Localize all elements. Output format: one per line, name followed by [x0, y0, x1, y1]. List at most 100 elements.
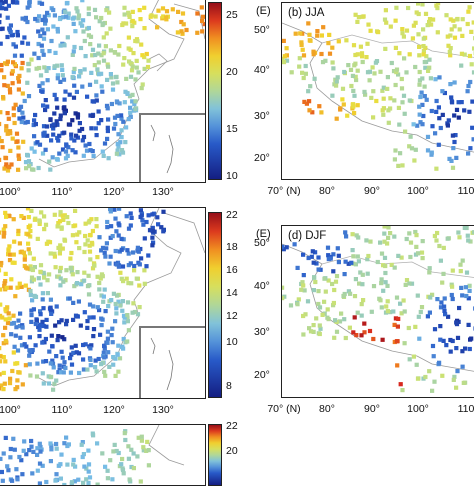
station-marker: [420, 251, 424, 255]
station-marker: [59, 44, 63, 48]
coastline-outline: [149, 425, 184, 465]
station-marker: [449, 95, 453, 99]
station-marker: [470, 100, 474, 104]
station-marker: [312, 276, 316, 280]
station-marker: [121, 279, 125, 283]
station-marker: [102, 154, 106, 158]
station-marker: [164, 15, 168, 19]
station-marker: [127, 117, 131, 121]
station-marker: [22, 449, 26, 453]
station-marker: [135, 66, 139, 70]
station-marker: [37, 218, 41, 222]
station-marker: [402, 94, 406, 98]
station-marker: [42, 381, 46, 385]
station-marker: [13, 121, 17, 125]
station-marker: [437, 105, 441, 109]
station-marker: [304, 64, 308, 68]
station-marker: [49, 375, 53, 379]
station-marker: [62, 43, 66, 47]
station-marker: [137, 283, 141, 287]
panel-a-xtick-120: 120°: [103, 186, 125, 198]
station-marker: [463, 347, 467, 351]
station-marker: [394, 6, 398, 10]
station-marker: [433, 77, 437, 81]
station-marker: [122, 471, 126, 475]
station-marker: [129, 75, 133, 79]
station-marker: [110, 333, 114, 337]
station-marker: [427, 20, 431, 24]
station-marker: [354, 13, 358, 17]
station-marker: [125, 339, 129, 343]
station-marker: [40, 320, 44, 324]
station-marker: [69, 251, 73, 255]
station-marker: [51, 388, 55, 392]
map-panel-a: [0, 0, 206, 183]
station-marker: [120, 128, 124, 132]
station-marker: [378, 241, 382, 245]
station-marker: [146, 65, 150, 69]
station-marker: [52, 365, 56, 369]
station-marker: [393, 266, 397, 270]
station-marker: [119, 113, 123, 117]
station-map-d: [282, 226, 474, 397]
station-marker: [0, 231, 1, 235]
station-marker: [454, 346, 458, 350]
station-marker: [403, 309, 407, 313]
station-marker: [82, 279, 86, 283]
station-marker: [352, 111, 356, 115]
station-marker: [447, 118, 451, 122]
station-marker: [466, 22, 470, 26]
station-marker: [97, 287, 101, 291]
station-marker: [14, 45, 18, 49]
station-marker: [0, 346, 1, 350]
station-marker: [28, 289, 32, 293]
station-marker: [296, 266, 300, 270]
station-marker: [44, 223, 48, 227]
station-marker: [200, 19, 204, 23]
station-marker: [150, 212, 154, 216]
station-marker: [20, 41, 24, 45]
station-marker: [120, 309, 124, 313]
station-marker: [85, 368, 89, 372]
colorbar-c-tick-12: 12: [226, 310, 238, 322]
station-marker: [283, 54, 287, 58]
station-marker: [343, 230, 347, 234]
station-marker: [376, 30, 380, 34]
station-marker: [414, 245, 418, 249]
station-marker: [98, 333, 102, 337]
station-marker: [326, 41, 330, 45]
station-marker: [91, 99, 95, 103]
station-marker: [138, 17, 142, 21]
station-marker: [417, 12, 421, 16]
station-marker: [38, 442, 42, 446]
station-marker: [141, 82, 145, 86]
station-marker: [64, 436, 68, 440]
coastline-outline: [167, 350, 173, 390]
station-marker: [113, 116, 117, 120]
station-marker: [339, 312, 343, 316]
station-marker: [83, 67, 87, 71]
station-marker: [53, 13, 57, 17]
station-marker: [397, 106, 401, 110]
station-marker: [17, 87, 21, 91]
station-marker: [97, 357, 101, 361]
station-marker: [383, 264, 387, 268]
station-marker: [34, 322, 38, 326]
station-marker: [12, 113, 16, 117]
station-marker: [301, 314, 305, 318]
station-marker: [127, 59, 131, 63]
station-marker: [70, 345, 74, 349]
station-marker: [41, 81, 45, 85]
station-marker: [90, 241, 94, 245]
station-marker: [140, 439, 144, 443]
station-marker: [27, 68, 31, 72]
station-marker: [428, 295, 432, 299]
station-marker: [161, 6, 165, 10]
station-marker: [3, 211, 7, 215]
station-marker: [45, 105, 49, 109]
station-marker: [99, 317, 103, 321]
station-marker: [75, 281, 79, 285]
station-marker: [37, 328, 41, 332]
station-marker: [142, 6, 146, 10]
station-marker: [155, 25, 159, 29]
